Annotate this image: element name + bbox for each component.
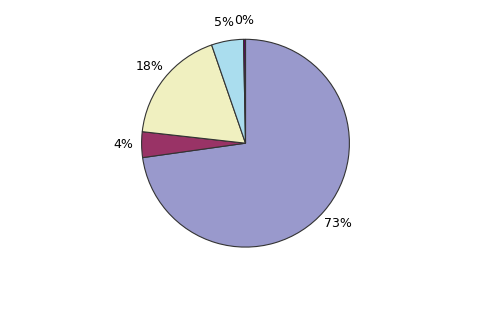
Text: 0%: 0% xyxy=(234,14,254,27)
Wedge shape xyxy=(142,39,350,247)
Wedge shape xyxy=(212,39,246,143)
Wedge shape xyxy=(142,45,246,143)
Wedge shape xyxy=(141,132,246,158)
Text: 5%: 5% xyxy=(214,16,234,29)
Wedge shape xyxy=(244,39,246,143)
Text: 73%: 73% xyxy=(324,217,352,230)
Text: 18%: 18% xyxy=(136,60,164,73)
Text: 4%: 4% xyxy=(113,139,133,152)
